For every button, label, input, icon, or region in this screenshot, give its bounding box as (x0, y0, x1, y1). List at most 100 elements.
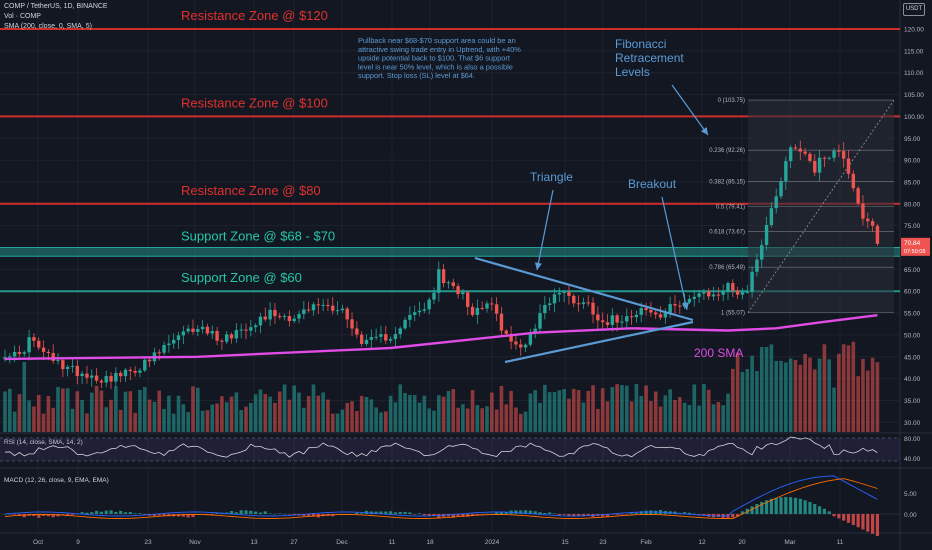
volume-bar (731, 368, 735, 432)
macd-histogram-bar (451, 514, 455, 518)
candle-body (499, 313, 504, 331)
candle-body (576, 303, 581, 305)
volume-bar (408, 394, 412, 432)
fibonacci-title-line: Levels (615, 65, 650, 79)
volume-bar (147, 399, 152, 432)
volume-bar (509, 390, 513, 432)
candle-body (702, 291, 706, 294)
volume-bar (788, 358, 793, 432)
candle-body (673, 304, 677, 306)
candle-body (200, 326, 205, 330)
volume-bar (292, 385, 296, 432)
volume-bar (779, 360, 783, 432)
macd-histogram-bar (379, 511, 383, 514)
volume-bar (46, 395, 51, 432)
volume-bar (485, 406, 489, 432)
volume-bar (138, 389, 142, 432)
volume-bar (629, 401, 634, 432)
volume-bar (224, 402, 229, 432)
volume-bar (94, 385, 99, 432)
macd-histogram-bar (191, 514, 195, 518)
macd-histogram-bar (123, 512, 128, 514)
volume-bar (32, 406, 36, 432)
volume-bar (302, 407, 306, 432)
time-axis-tick: Oct (33, 539, 43, 546)
macd-histogram-bar (229, 510, 234, 514)
candle-body (273, 309, 277, 317)
macd-histogram-bar (152, 514, 157, 517)
candle-body (456, 286, 460, 295)
volume-bar (494, 409, 499, 432)
macd-histogram-bar (519, 510, 523, 514)
support-zone-band (0, 247, 900, 257)
macd-histogram-bar (639, 511, 643, 514)
macd-histogram-bar (504, 511, 508, 514)
candle-body (196, 329, 200, 332)
macd-histogram-bar (499, 511, 504, 514)
macd-histogram-bar (750, 506, 754, 514)
volume-bar (369, 399, 374, 432)
volume-bar (118, 409, 123, 432)
macd-histogram-bar (99, 511, 103, 514)
candle-body (374, 336, 378, 338)
candle-body (422, 309, 427, 311)
candle-body (480, 307, 484, 309)
candle-body (581, 302, 586, 305)
candle-body (509, 333, 513, 342)
candle-body (128, 369, 133, 371)
candle-body (167, 343, 171, 346)
macd-histogram-bar (731, 514, 735, 518)
price-axis-tick: 55.00 (904, 311, 921, 318)
macd-histogram-bar (133, 513, 137, 514)
candle-body (143, 359, 147, 371)
candle-body (822, 157, 827, 159)
volume-bar (403, 392, 407, 432)
candle-body (220, 340, 224, 342)
volume-bar (215, 403, 219, 432)
macd-histogram-bar (254, 511, 258, 514)
candle-body (523, 344, 528, 348)
candle-body (562, 292, 566, 294)
macd-histogram-bar (683, 512, 687, 514)
candle-body (543, 305, 547, 314)
support-zone-label: Support Zone @ $68 - $70 (181, 229, 335, 244)
candle-body (504, 330, 508, 334)
candle-body (345, 308, 349, 320)
volume-bar (167, 395, 171, 432)
volume-bar (306, 396, 311, 432)
candle-body (172, 339, 176, 344)
volume-bar (364, 396, 369, 432)
volume-bar (499, 385, 504, 432)
candle-body (65, 366, 70, 370)
fibonacci-level-label: 0.5 (79.41) (716, 204, 745, 210)
candle-body (827, 157, 831, 159)
macd-histogram-bar (258, 512, 263, 514)
candle-body (253, 325, 258, 328)
candle-body (393, 334, 398, 340)
volume-bar (456, 407, 460, 432)
sma200-line (4, 314, 878, 361)
macd-histogram-bar (249, 510, 253, 514)
macd-histogram-bar (615, 514, 619, 515)
currency-button[interactable]: USDT (903, 3, 925, 16)
candle-body (85, 373, 89, 378)
macd-histogram-bar (143, 514, 147, 515)
macd-histogram-bar (601, 514, 605, 517)
macd-histogram-bar (774, 497, 778, 514)
volume-bar (191, 386, 195, 432)
triangle-label: Triangle (530, 170, 573, 184)
volume-bar (374, 407, 378, 432)
sma-indicator-label: SMA (200, close, 0, SMA, 5) (4, 23, 92, 30)
macd-histogram-bar (205, 514, 210, 515)
fibonacci-level-label: 0.382 (85.15) (709, 179, 745, 185)
volume-bar (171, 413, 176, 432)
triangle-upper-line (474, 256, 694, 322)
price-axis-tick: 60.00 (904, 289, 921, 296)
volume-bar (639, 395, 644, 432)
macd-histogram-bar (798, 498, 802, 514)
volume-bar (692, 384, 697, 432)
volume-bar (253, 394, 258, 432)
macd-histogram-bar (355, 512, 359, 514)
volume-bar (176, 395, 181, 432)
